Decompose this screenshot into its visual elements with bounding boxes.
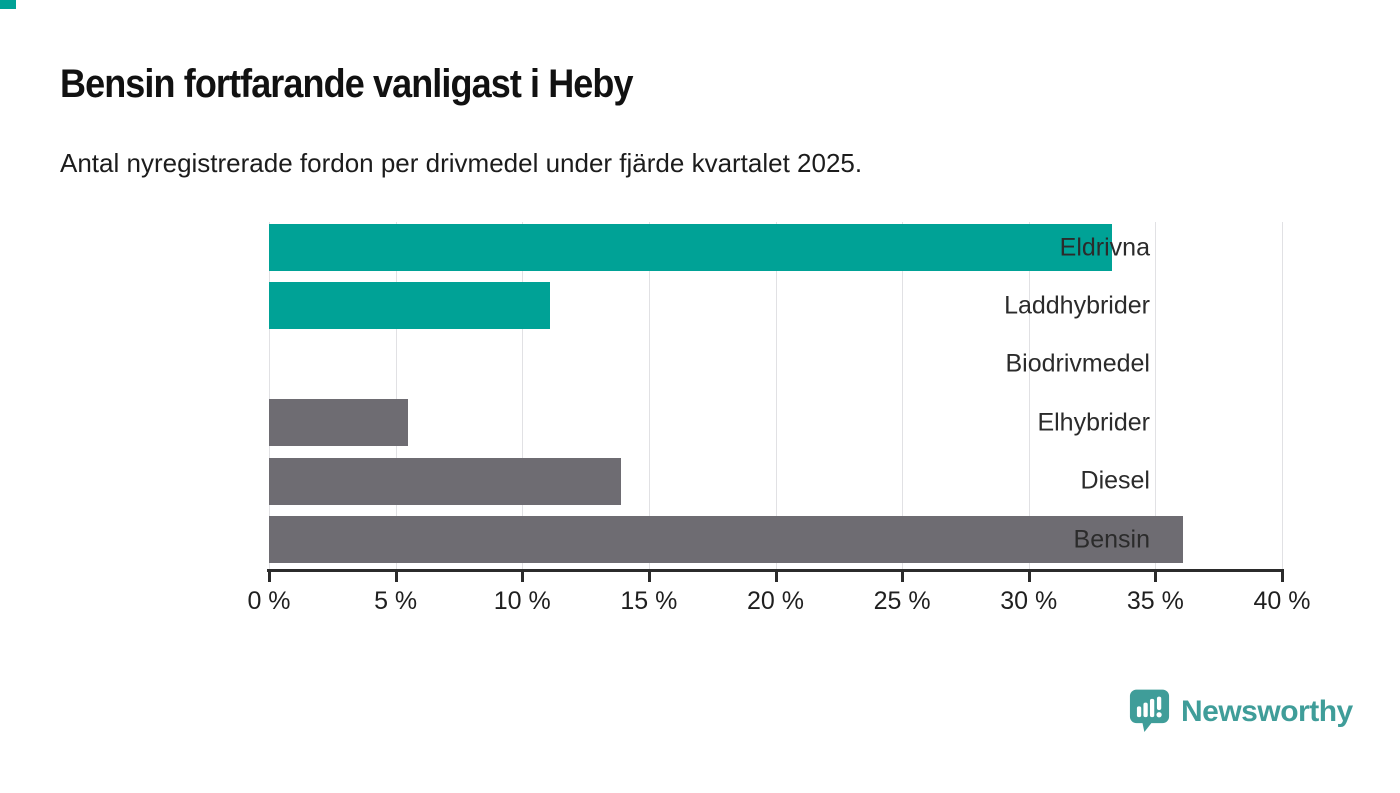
bar-eldrivna xyxy=(269,224,1113,271)
newsworthy-logo: Newsworthy xyxy=(1129,688,1353,735)
x-tick-label-10: 10 % xyxy=(493,587,551,615)
x-tick-15 xyxy=(647,569,651,582)
category-label-biodrivmedel: Biodrivmedel xyxy=(1005,349,1150,378)
chart-subtitle: Antal nyregistrerade fordon per drivmede… xyxy=(60,148,863,178)
category-label-laddhybrider: Laddhybrider xyxy=(1004,291,1150,320)
gridline-10 xyxy=(522,222,524,569)
x-tick-40 xyxy=(1281,569,1284,582)
category-label-eldrivna: Eldrivna xyxy=(1059,233,1150,261)
newsworthy-icon xyxy=(1129,689,1170,732)
category-label-elhybrider: Elhybrider xyxy=(1037,408,1150,437)
bar-elhybrider xyxy=(269,399,409,447)
x-tick-label-20: 20 % xyxy=(747,587,804,615)
gridline-25 xyxy=(902,222,904,569)
x-tick-25 xyxy=(901,569,905,582)
x-tick-label-40: 40 % xyxy=(1253,587,1311,615)
gridline-0 xyxy=(269,222,270,569)
x-tick-10 xyxy=(521,569,525,582)
x-tick-0 xyxy=(268,569,271,582)
x-tick-30 xyxy=(1027,569,1031,582)
x-tick-20 xyxy=(774,569,778,582)
gridline-35 xyxy=(1155,222,1157,569)
bar-diesel xyxy=(269,457,622,505)
x-tick-label-30: 30 % xyxy=(1000,587,1058,615)
category-label-diesel: Diesel xyxy=(1080,466,1150,495)
corner-accent xyxy=(0,0,16,9)
bar-laddhybrider xyxy=(269,282,551,330)
x-tick-35 xyxy=(1154,569,1158,582)
x-tick-label-25: 25 % xyxy=(873,587,931,615)
gridline-20 xyxy=(775,222,777,569)
gridline-15 xyxy=(648,222,650,569)
gridline-40 xyxy=(1282,222,1283,569)
x-tick-label-15: 15 % xyxy=(620,587,678,615)
gridline-30 xyxy=(1028,222,1030,569)
category-label-bensin: Bensin xyxy=(1073,525,1150,553)
x-tick-5 xyxy=(394,569,398,582)
newsworthy-wordmark: Newsworthy xyxy=(1181,694,1353,728)
chart-title: Bensin fortfarande vanligast i Heby xyxy=(60,62,634,106)
x-tick-label-5: 5 % xyxy=(374,587,418,615)
x-tick-label-0: 0 % xyxy=(247,587,291,615)
gridline-5 xyxy=(395,222,397,569)
x-tick-label-35: 35 % xyxy=(1126,587,1184,615)
bar-bensin xyxy=(269,516,1184,563)
